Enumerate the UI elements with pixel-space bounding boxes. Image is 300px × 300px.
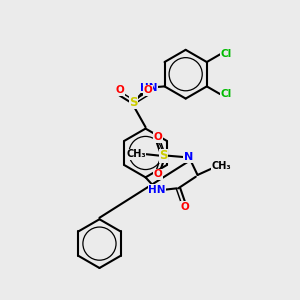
Text: S: S <box>159 149 168 162</box>
Text: O: O <box>154 169 162 179</box>
Text: O: O <box>181 202 189 212</box>
Text: O: O <box>154 132 162 142</box>
Text: CH₃: CH₃ <box>126 149 146 159</box>
Text: S: S <box>129 96 138 109</box>
Text: HN: HN <box>140 83 158 93</box>
Text: O: O <box>115 85 124 95</box>
Text: Cl: Cl <box>220 49 232 59</box>
Text: HN: HN <box>148 185 166 195</box>
Text: Cl: Cl <box>220 89 232 99</box>
Text: CH₃: CH₃ <box>212 161 231 171</box>
Text: N: N <box>184 152 193 162</box>
Text: O: O <box>143 85 152 95</box>
